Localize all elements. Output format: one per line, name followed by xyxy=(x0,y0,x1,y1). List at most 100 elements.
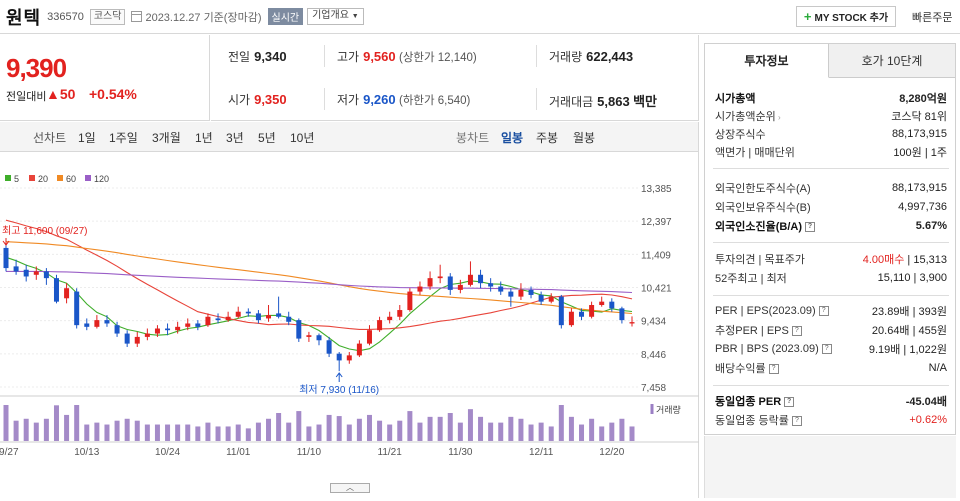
candle-body xyxy=(114,325,120,334)
ma-legend-label: 20 xyxy=(38,174,48,184)
volume-value: 622,443 xyxy=(586,49,634,64)
candle-body xyxy=(397,310,403,317)
tab-10y[interactable]: 10년 xyxy=(290,131,315,145)
volume-bar xyxy=(478,416,484,441)
volume-bar xyxy=(609,422,615,441)
tab-3m[interactable]: 3개월 xyxy=(152,131,181,145)
candle-body xyxy=(64,288,70,299)
foreign-limit-row: 외국인한도주식수(A) 88,173,915 xyxy=(715,179,947,197)
candle-body xyxy=(377,320,383,331)
my-stock-add-button[interactable]: + MY STOCK 추가 xyxy=(796,6,896,27)
chart-resize-handle[interactable]: ︿ xyxy=(330,483,370,493)
volume: 거래량 622,443 xyxy=(549,48,633,65)
open-value: 9,350 xyxy=(254,92,287,107)
y-tick-label: 10,421 xyxy=(641,284,672,295)
realtime-button[interactable]: 실시간 xyxy=(267,8,304,25)
candle-chart-label: 봉차트 xyxy=(456,131,490,145)
pbr-row: PBR | BPS (2023.09)? 9.19배 | 1,022원 xyxy=(715,340,947,358)
company-info-dropdown[interactable]: 기업개요 ▼ xyxy=(307,8,364,25)
y-tick-label: 13,385 xyxy=(641,184,672,195)
week52-high: 15,110 xyxy=(877,272,911,284)
volume-bar xyxy=(427,416,433,441)
candle-body xyxy=(498,286,504,292)
candle-body xyxy=(276,313,282,317)
dividend-value: N/A xyxy=(928,362,947,374)
amount-value: 5,863 xyxy=(597,94,630,109)
candle-body xyxy=(417,286,423,292)
x-tick-label: 10/13 xyxy=(74,447,99,458)
candlestick-chart: 5 20 60 120 13,385 12,397 11,409 10,421 9,434 8,4… xyxy=(0,174,699,458)
volume-bar xyxy=(488,422,494,441)
volume-bar xyxy=(94,422,100,441)
tab-monthly[interactable]: 월봉 xyxy=(573,131,596,145)
dividend-row: 배당수익률? N/A xyxy=(715,359,947,377)
week52-label: 52주최고 | 최저 xyxy=(715,273,787,285)
x-tick-label: 12/20 xyxy=(599,447,624,458)
volume-bar xyxy=(366,414,372,441)
candle-body xyxy=(3,247,9,269)
candle-body xyxy=(94,320,100,327)
base-date: 2023.12.27 기준(장마감) xyxy=(145,11,262,24)
volume-label: 거래량 xyxy=(549,50,583,64)
candle-body xyxy=(478,274,484,284)
high-price: 고가 9,560 (상한가 12,140) xyxy=(337,48,477,65)
volume-bar xyxy=(175,424,181,441)
shares-label: 상장주식수 xyxy=(715,129,766,141)
candle-body xyxy=(53,278,59,302)
candle-body xyxy=(205,316,211,326)
stock-name: 원텍 xyxy=(6,7,42,28)
volume-bar xyxy=(276,413,282,441)
divider xyxy=(713,168,949,169)
help-icon[interactable]: ? xyxy=(791,326,802,337)
dividend-label-text: 배당수익률 xyxy=(715,363,766,375)
tab-daily[interactable]: 일봉 xyxy=(501,131,524,145)
tab-orderbook[interactable]: 호가 10단계 xyxy=(829,44,955,78)
candle-body xyxy=(407,291,413,311)
tab-1w[interactable]: 1주일 xyxy=(109,131,138,145)
help-icon[interactable]: ? xyxy=(784,397,795,408)
help-icon[interactable]: ? xyxy=(791,416,802,427)
quick-order-link[interactable]: 빠른주문 xyxy=(912,12,953,24)
volume-bar xyxy=(134,420,140,441)
candle-body xyxy=(508,291,514,297)
per-value: 23.89배 | 393원 xyxy=(871,306,947,318)
volume-bar xyxy=(548,426,554,441)
volume-bar xyxy=(558,405,564,441)
price-panel: 9,390 전일대비 ▲50 +0.54% xyxy=(0,35,210,121)
help-icon[interactable]: ? xyxy=(821,344,832,355)
help-icon[interactable]: ? xyxy=(818,306,829,317)
tab-1d[interactable]: 1일 xyxy=(78,131,96,145)
foreign-hold-row: 외국인보유주식수(B) 4,997,736 xyxy=(715,198,947,216)
divider xyxy=(713,242,949,243)
tab-5y[interactable]: 5년 xyxy=(258,131,276,145)
sector-per-row: 동일업종 PER? -45.04배 xyxy=(715,392,947,410)
foreign-limit-label: 외국인한도주식수(A) xyxy=(715,183,811,195)
candle-body xyxy=(457,284,463,290)
help-icon[interactable]: ? xyxy=(768,364,779,375)
invest-panel: 투자정보 호가 10단계 시가총액 8,280억원 시가총액순위 › 코스닥 81위… xyxy=(704,43,956,435)
tab-weekly[interactable]: 주봉 xyxy=(536,131,559,145)
volume-bar xyxy=(286,422,292,441)
candle-body xyxy=(356,343,362,356)
candle-body xyxy=(366,330,372,344)
tab-invest-info[interactable]: 투자정보 xyxy=(705,44,829,78)
help-icon[interactable]: ? xyxy=(805,222,815,233)
candle-body xyxy=(23,269,29,277)
market-cap-value: 8,280억원 xyxy=(899,93,947,105)
divider xyxy=(324,45,325,67)
volume-bar xyxy=(296,411,302,441)
candle-body xyxy=(195,323,201,327)
volume-bar xyxy=(518,418,524,441)
price-diff-percent: +0.54% xyxy=(89,86,137,102)
tab-3y[interactable]: 3년 xyxy=(226,131,244,145)
foreign-ratio-value: 5.67% xyxy=(915,220,947,232)
x-tick-label: 11/21 xyxy=(378,447,403,458)
tab-1y[interactable]: 1년 xyxy=(195,131,213,145)
trade-amount: 거래대금 5,863 백만 xyxy=(549,91,657,110)
price-diff: ▲50 xyxy=(46,86,75,102)
foreign-hold-value: 4,997,736 xyxy=(898,201,947,213)
chevron-down-icon: ▼ xyxy=(351,13,359,20)
line-chart-label: 선차트 xyxy=(33,131,67,145)
x-tick-label: 09/27 xyxy=(0,447,19,458)
volume-bar xyxy=(599,426,605,441)
